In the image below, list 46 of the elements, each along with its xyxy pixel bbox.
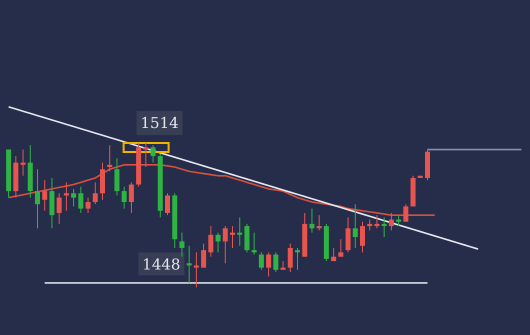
candlestick [396,214,402,227]
candlestick [179,232,184,258]
candlestick [150,144,156,164]
candlestick [42,180,48,212]
candlestick [56,192,62,224]
candlestick [35,168,40,229]
candlestick [86,197,91,214]
candlestick [208,226,214,258]
candlestick [71,188,76,207]
candlestick [78,186,84,214]
candlestick [186,245,192,284]
candlestick [295,247,300,270]
candlestick [382,216,387,238]
candlestick [128,182,134,214]
candlestick [309,208,314,234]
candlestick [388,212,394,231]
candlestick [258,252,264,270]
candlestick [165,192,170,216]
candlestick [331,247,336,262]
candlestick [346,216,351,253]
candlestick [273,252,278,273]
candlestick [237,216,242,246]
candlestick [122,186,127,210]
candlestick [114,158,120,196]
text: 1514 [140,114,179,132]
candlestick [64,182,69,212]
candlestick [288,243,293,273]
candlestick [92,182,98,205]
candlestick [367,219,372,231]
candlestick [230,226,235,248]
candlestick [216,232,221,253]
candlestick [316,214,322,231]
candlestick [403,204,408,222]
candlestick [374,214,380,229]
candlestick [360,221,365,253]
candlestick [107,144,112,172]
candlestick [222,226,228,264]
candlestick [252,232,257,256]
candlestick [194,252,199,288]
annotation: 1448 [142,255,180,274]
candlestick [20,149,26,176]
candlestick [352,204,358,248]
candlestick [338,238,344,258]
candlestick [266,252,272,277]
candlestick [201,243,206,268]
candlestick [143,142,148,168]
